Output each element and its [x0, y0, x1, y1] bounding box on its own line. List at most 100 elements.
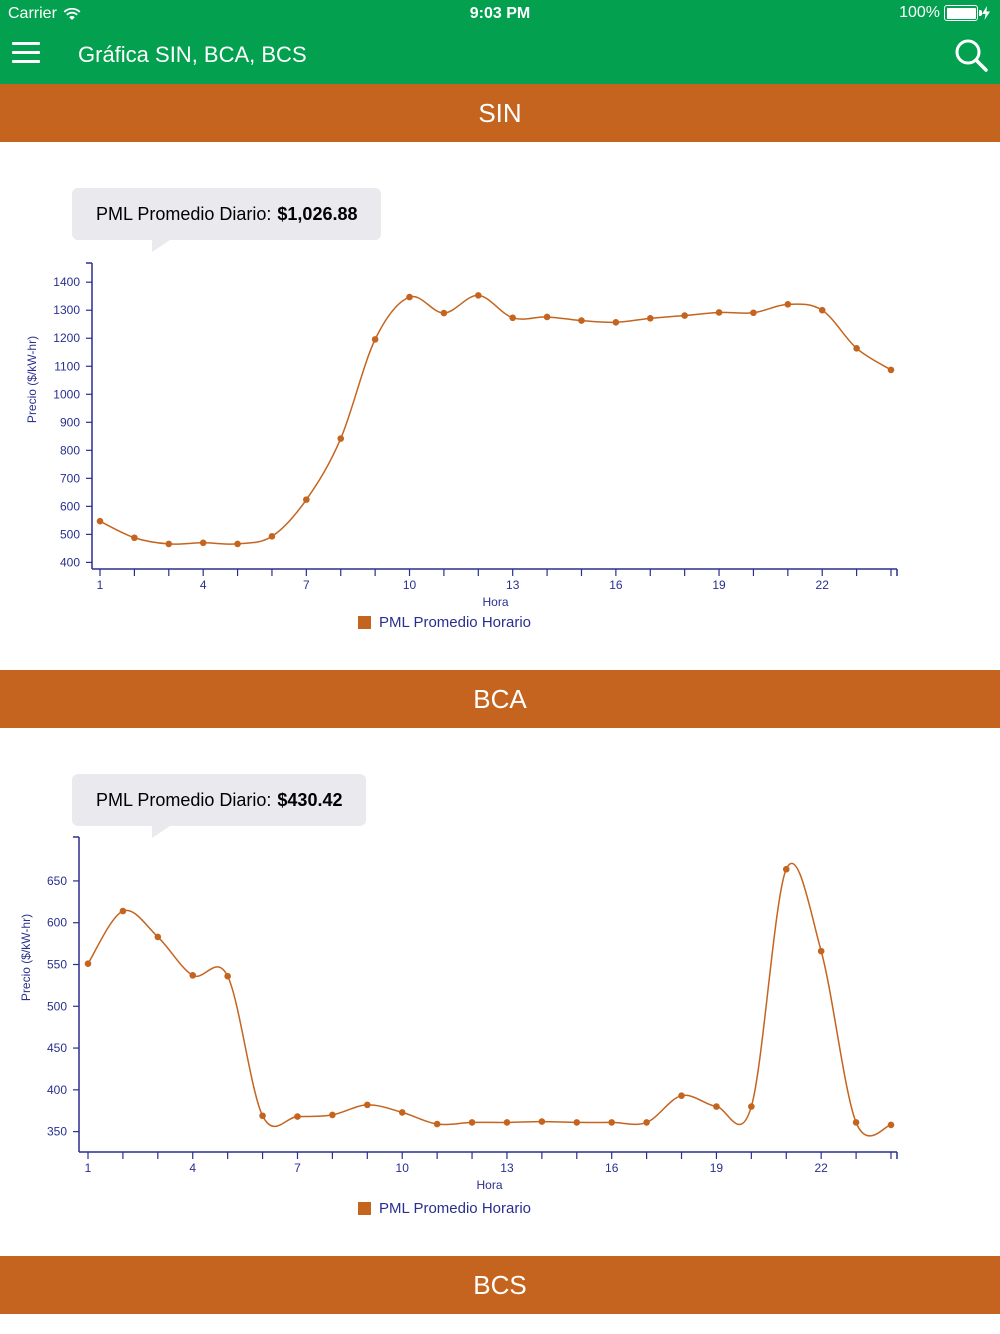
- line-chart-bca[interactable]: 350 400 450 500 550 600 650 Precio ($/kW-hr) 1 4 7…: [0, 728, 1000, 1256]
- data-point: [398, 1109, 406, 1116]
- y-tick-label: 500: [60, 527, 80, 541]
- data-point: [468, 1119, 476, 1126]
- x-tick-label: 4: [200, 578, 207, 592]
- chart-panel-sin: PML Promedio Diario: $1,026.88 400 500 600…: [0, 142, 1000, 670]
- x-tick-label: 10: [403, 578, 417, 592]
- data-point: [131, 534, 138, 542]
- data-point: [887, 366, 895, 374]
- y-tick-label: 1200: [53, 331, 80, 345]
- status-bar: Carrier 9:03 PM 100%: [0, 0, 1000, 28]
- x-axis-label: Hora: [482, 595, 508, 609]
- data-point: [268, 533, 276, 540]
- chart-panel-bca: PML Promedio Diario: $430.42 350 400 450 50…: [0, 728, 1000, 1256]
- x-tick-label: 16: [605, 1161, 619, 1175]
- battery-indicator: 100%: [899, 4, 990, 22]
- chart-legend: PML Promedio Horario: [358, 614, 531, 631]
- data-point: [234, 540, 241, 548]
- section-title: BCS: [473, 1269, 527, 1300]
- x-tick-label: 22: [816, 578, 830, 592]
- x-tick-label: 19: [712, 578, 726, 592]
- y-tick-label: 900: [60, 415, 80, 429]
- data-point: [681, 312, 688, 319]
- x-tick-label: 1: [85, 1161, 92, 1175]
- data-point: [817, 947, 825, 955]
- status-time: 9:03 PM: [469, 5, 531, 22]
- tooltip-value: $430.42: [277, 789, 343, 810]
- y-tick-label: 600: [47, 916, 67, 930]
- data-point: [189, 972, 197, 979]
- data-point: [713, 1103, 720, 1110]
- data-point: [165, 540, 173, 548]
- navigation-bar: Gráfica SIN, BCA, BCS: [0, 28, 1000, 84]
- legend-swatch: [358, 1202, 371, 1215]
- y-tick-label: 1100: [54, 359, 80, 373]
- data-point: [715, 309, 723, 316]
- data-point: [887, 1121, 895, 1129]
- data-point: [748, 1103, 755, 1110]
- x-tick-label: 19: [710, 1161, 724, 1175]
- data-point: [612, 318, 620, 326]
- section-header-bcs: BCS: [0, 1256, 1000, 1314]
- data-point: [199, 539, 207, 547]
- data-point: [406, 293, 413, 301]
- y-tick-label: 550: [47, 957, 67, 971]
- y-tick-label: 800: [60, 443, 80, 457]
- x-tick-label: 7: [294, 1161, 301, 1175]
- data-point: [329, 1111, 336, 1119]
- legend-label: PML Promedio Horario: [379, 1200, 531, 1217]
- y-tick-label: 350: [47, 1125, 67, 1139]
- hamburger-menu-icon[interactable]: [12, 42, 40, 64]
- y-tick-label: 400: [60, 555, 80, 569]
- data-point: [119, 907, 127, 915]
- data-point: [852, 1119, 860, 1126]
- data-point: [475, 292, 482, 299]
- data-point: [578, 317, 585, 324]
- charging-bolt-icon: [982, 6, 990, 20]
- battery-percent: 100%: [899, 4, 940, 21]
- tooltip-label: PML Promedio Diario:: [96, 789, 272, 810]
- y-axis-label: Precio ($/kW-hr): [25, 336, 39, 423]
- data-point: [678, 1092, 685, 1099]
- data-point: [853, 345, 860, 352]
- chart-legend: PML Promedio Horario: [358, 1200, 531, 1217]
- data-point: [337, 435, 345, 442]
- y-tick-label: 1400: [53, 275, 80, 289]
- daily-average-tooltip: PML Promedio Diario: $430.42: [72, 774, 367, 838]
- data-point: [364, 1101, 371, 1109]
- search-icon[interactable]: [954, 38, 988, 72]
- data-point: [303, 496, 310, 503]
- page-title: Gráfica SIN, BCA, BCS: [78, 42, 307, 67]
- tooltip-label: PML Promedio Diario:: [96, 203, 272, 224]
- battery-icon: [944, 5, 982, 21]
- data-point: [750, 309, 757, 317]
- data-point: [224, 972, 231, 980]
- data-point: [96, 517, 104, 525]
- data-point: [782, 865, 790, 873]
- series-line: [87, 862, 892, 1137]
- section-title: BCA: [473, 683, 527, 714]
- data-point: [643, 1119, 650, 1126]
- y-tick-label: 700: [60, 471, 80, 485]
- section-header-bca: BCA: [0, 670, 1000, 728]
- data-point: [84, 960, 92, 967]
- carrier-indicator: Carrier: [8, 5, 81, 23]
- data-point: [509, 314, 516, 322]
- line-chart-sin[interactable]: 400 500 600 700 800 900 1000 1100 1200 1300 1400 Pr…: [0, 142, 1000, 670]
- data-point: [259, 1112, 266, 1120]
- data-point: [818, 306, 826, 314]
- y-tick-label: 400: [47, 1083, 67, 1097]
- x-tick-label: 10: [396, 1161, 410, 1175]
- y-tick-label: 600: [60, 499, 80, 513]
- data-point: [784, 301, 792, 308]
- data-point: [294, 1113, 301, 1120]
- y-tick-label: 450: [47, 1041, 67, 1055]
- carrier-label: Carrier: [8, 5, 57, 22]
- data-point: [538, 1118, 546, 1125]
- data-point: [608, 1119, 615, 1126]
- x-tick-label: 13: [500, 1161, 514, 1175]
- x-tick-label: 4: [189, 1161, 196, 1175]
- data-point: [646, 315, 654, 322]
- data-point: [543, 313, 551, 321]
- data-point: [433, 1120, 441, 1128]
- section-header-sin: SIN: [0, 84, 1000, 142]
